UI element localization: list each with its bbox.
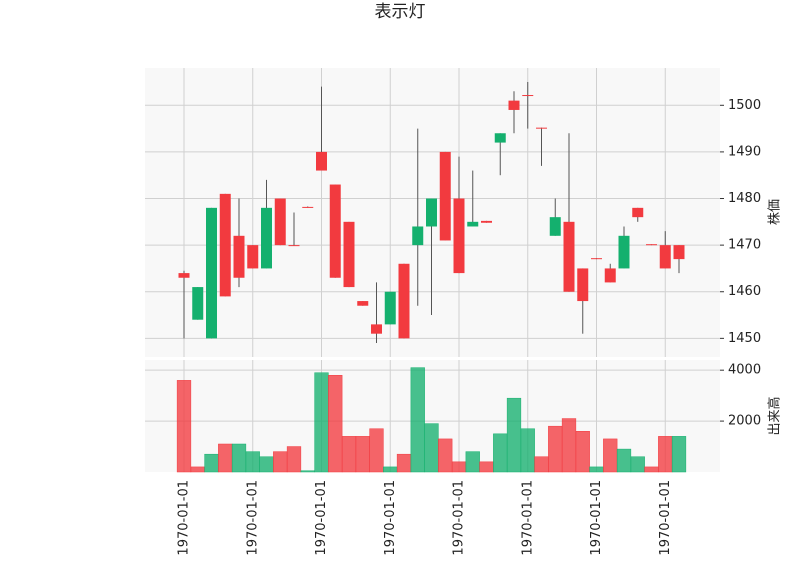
candle-body xyxy=(453,198,465,274)
volume-bar xyxy=(204,453,219,473)
x-tick-label: 1970-01-01 xyxy=(658,480,673,556)
y-axis-label: 株価 xyxy=(768,199,783,225)
volume-bar xyxy=(383,466,398,473)
candle-body xyxy=(439,151,451,241)
volume-bar xyxy=(273,451,288,473)
candle-body xyxy=(206,207,217,339)
candle-body xyxy=(371,324,382,334)
volume-bar xyxy=(548,425,563,473)
x-tick-label: 1970-01-01 xyxy=(383,480,398,556)
x-tick-label: 1970-01-01 xyxy=(177,480,192,556)
volume-bar xyxy=(644,466,659,473)
candle-body xyxy=(261,207,272,269)
volume-bar xyxy=(671,436,687,473)
volume-bar xyxy=(506,397,522,473)
volume-bar xyxy=(245,451,260,473)
y-tick-label: 1460 xyxy=(728,284,761,299)
y-tick-label: 1480 xyxy=(728,191,761,206)
volume-bar xyxy=(300,470,315,473)
candle-body xyxy=(288,245,300,247)
candle-body xyxy=(591,258,602,260)
candle-body xyxy=(549,217,561,236)
volume-bar xyxy=(259,456,274,473)
volume-bar xyxy=(479,461,494,473)
candle-body xyxy=(247,245,259,269)
candle-body xyxy=(646,244,657,246)
volume-bar xyxy=(410,367,425,473)
candle-body xyxy=(412,226,424,246)
candle-body xyxy=(563,221,575,292)
volume-bar xyxy=(658,436,673,473)
chart-title: 表示灯 xyxy=(375,2,426,22)
volume-bar xyxy=(231,443,247,473)
volume-bar xyxy=(589,466,604,473)
y2-tick-label: 2000 xyxy=(728,414,761,429)
candle-body xyxy=(659,245,671,269)
candle-body xyxy=(426,198,437,227)
x-tick-label: 1970-01-01 xyxy=(589,480,604,556)
volume-bar xyxy=(520,428,535,473)
volume-bar xyxy=(575,431,590,473)
candle-body xyxy=(604,268,616,283)
candle-body xyxy=(178,273,190,278)
candle-body xyxy=(508,100,520,110)
candle-body xyxy=(577,268,589,302)
candle-body xyxy=(316,151,327,171)
candle-body xyxy=(219,193,231,297)
candle-body xyxy=(357,301,369,306)
candle-body xyxy=(673,245,685,260)
volume-bar xyxy=(493,433,508,473)
volume-bar xyxy=(341,436,357,473)
candle-body xyxy=(536,127,547,129)
volume-bar xyxy=(176,380,192,473)
candle-body xyxy=(522,95,534,97)
volume-bar xyxy=(355,436,370,473)
x-tick-label: 1970-01-01 xyxy=(452,480,467,556)
x-tick-label: 1970-01-01 xyxy=(520,480,535,556)
volume-bar xyxy=(218,443,233,473)
volume-bar xyxy=(561,418,577,473)
y2-tick-label: 4000 xyxy=(728,363,761,378)
volume-bar xyxy=(369,428,384,473)
candle-body xyxy=(233,235,245,278)
volume-bar xyxy=(396,453,412,473)
volume-bar xyxy=(328,375,343,473)
volume-bar xyxy=(616,448,632,473)
volume-bar xyxy=(424,423,439,473)
volume-bar xyxy=(438,438,453,473)
candle-body xyxy=(481,220,492,223)
volume-bar xyxy=(314,372,329,473)
candle-body xyxy=(274,198,286,246)
y-tick-label: 1470 xyxy=(728,238,761,253)
y-tick-label: 1500 xyxy=(728,98,761,113)
x-tick-label: 1970-01-01 xyxy=(245,480,260,556)
y-tick-label: 1450 xyxy=(728,331,761,346)
volume-bar xyxy=(603,438,618,473)
candle-body xyxy=(618,235,630,269)
volume-bar xyxy=(465,451,480,473)
candle-body xyxy=(302,206,314,208)
candle-body xyxy=(632,207,644,218)
candle-body xyxy=(467,221,479,227)
volume-bar xyxy=(451,461,467,473)
volume-bar xyxy=(630,456,645,473)
x-tick-label: 1970-01-01 xyxy=(314,480,329,556)
volume-bar xyxy=(286,446,302,473)
volume-bar xyxy=(534,456,549,473)
candle-body xyxy=(494,133,506,143)
candle-body xyxy=(343,221,355,288)
candle-body xyxy=(384,291,396,325)
y-tick-label: 1490 xyxy=(728,144,761,159)
y2-axis-label: 出来高 xyxy=(767,396,783,435)
candle-body xyxy=(398,263,410,339)
candle-body xyxy=(192,287,204,320)
volume-bar xyxy=(190,466,205,473)
candle-body xyxy=(329,184,341,278)
